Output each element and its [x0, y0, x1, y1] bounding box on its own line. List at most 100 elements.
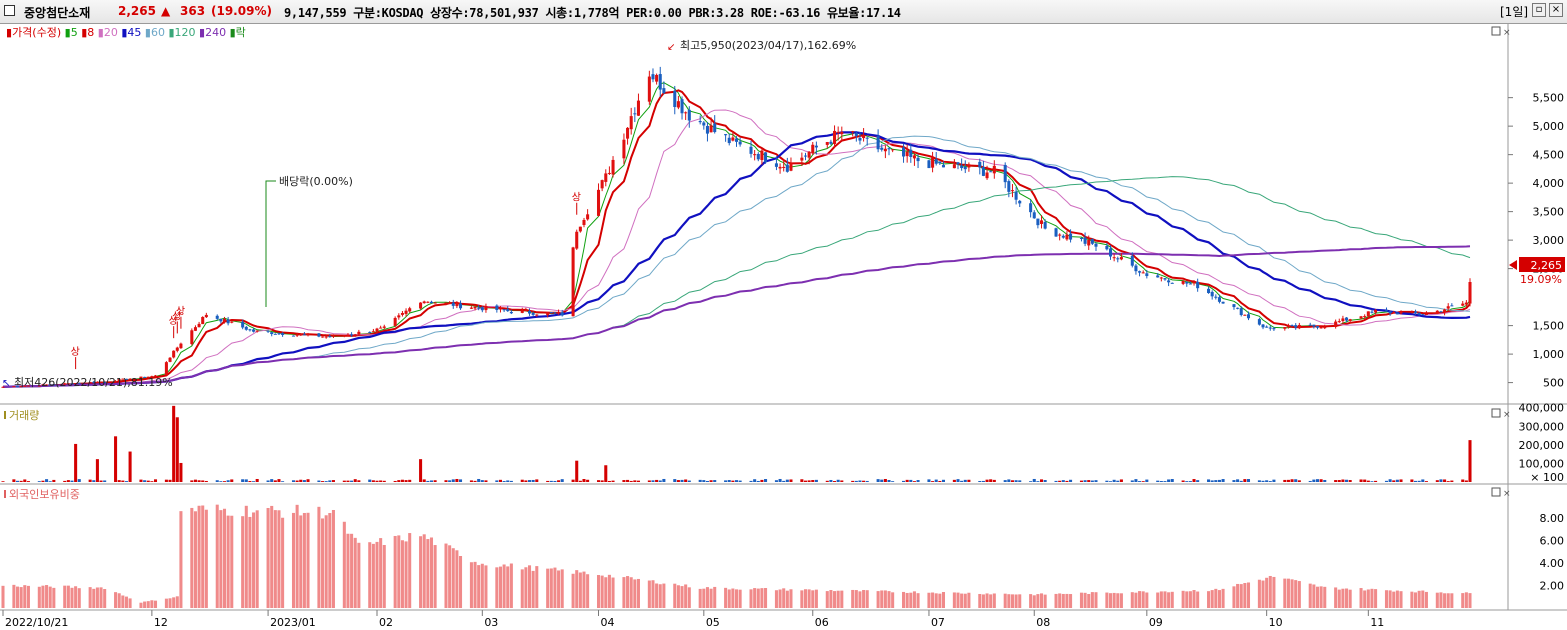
foreign-bar: [1236, 583, 1240, 608]
candle-body: [433, 302, 437, 304]
volume-bar: [789, 479, 793, 482]
foreign-bar: [535, 566, 539, 608]
candle-body: [153, 375, 158, 377]
candle-body: [193, 327, 197, 331]
foreign-bar: [37, 586, 41, 608]
volume-bar: [764, 479, 768, 482]
foreign-bar: [753, 588, 757, 608]
volume-bar: [270, 479, 274, 482]
foreign-bar: [854, 590, 858, 608]
low-arrow-icon: ↖: [2, 378, 10, 389]
candle-body: [368, 331, 372, 333]
foreign-bar: [1112, 592, 1116, 608]
x-tick-label: 04: [601, 616, 615, 629]
foreign-bar: [302, 512, 306, 608]
panel-close-icon[interactable]: ×: [1503, 489, 1511, 499]
foreign-bar: [800, 590, 804, 608]
volume-bar: [172, 405, 176, 482]
period-selector[interactable]: [1일]: [1500, 5, 1529, 19]
volume-bar: [865, 480, 869, 482]
foreign-bar: [1170, 591, 1174, 608]
foreign-bar: [16, 586, 20, 608]
high-annotation: 최고5,950(2023/04/17),162.69%: [680, 39, 856, 52]
foreign-bar: [1439, 592, 1443, 608]
foreign-bar: [811, 590, 815, 608]
candle-body: [302, 334, 306, 336]
foreign-bar: [473, 561, 477, 608]
foreign-bar: [88, 587, 92, 608]
volume-bar: [647, 480, 651, 482]
candle-body: [546, 312, 550, 316]
foreign-bar: [153, 600, 158, 608]
foreign-bar: [26, 585, 30, 608]
foreign-bar: [1138, 591, 1142, 608]
restore-button[interactable]: ▫: [1532, 3, 1546, 17]
foreign-bar: [1069, 594, 1073, 608]
volume-bar: [633, 480, 637, 482]
volume-bar: [684, 479, 688, 482]
volume-bar: [1257, 480, 1261, 482]
volume-bar: [1337, 480, 1341, 482]
foreign-bar: [756, 588, 760, 608]
candle-body: [927, 160, 931, 169]
volume-bar: [1345, 479, 1349, 482]
volume-bar: [862, 480, 866, 482]
candle-body: [647, 76, 651, 102]
foreign-bar: [934, 593, 938, 608]
foreign-bar: [419, 536, 423, 608]
candle-body: [1421, 314, 1425, 316]
upper-limit-label: 상: [172, 310, 181, 322]
foreign-bar: [1043, 594, 1047, 608]
volume-bar: [527, 480, 532, 482]
candle-body: [571, 247, 575, 317]
candle-body: [219, 318, 223, 322]
panel-close-icon[interactable]: ×: [1503, 410, 1511, 420]
volume-bar: [578, 480, 582, 482]
candle-body: [1083, 237, 1087, 244]
panel-restore-icon[interactable]: [1491, 26, 1501, 36]
volume-bar: [350, 480, 354, 482]
candle-body: [495, 305, 499, 310]
candle-body: [629, 116, 633, 130]
volume-bar: [992, 479, 996, 482]
candle-body: [709, 125, 713, 133]
volume-bar: [408, 479, 412, 482]
candle-body: [1395, 312, 1399, 315]
foreign-bar: [190, 507, 194, 608]
volume-bar: [600, 480, 604, 482]
price-tick-label: 1,000: [1533, 348, 1565, 361]
volume-bar: [117, 480, 121, 482]
panel-restore-icon[interactable]: [1491, 408, 1501, 418]
candle-body: [1105, 245, 1109, 250]
volume-bar: [1116, 480, 1120, 482]
candle-body: [1370, 311, 1374, 313]
volume-bar: [99, 480, 103, 482]
foreign-bar: [1054, 593, 1058, 608]
volume-bar: [103, 480, 107, 482]
volume-bar: [952, 479, 956, 482]
foreign-bar: [1392, 591, 1396, 608]
volume-bar: [215, 480, 219, 482]
candle-body: [1207, 288, 1211, 294]
foreign-bar: [1214, 588, 1218, 608]
candle-body: [1196, 281, 1200, 289]
volume-bar: [222, 481, 227, 482]
panel-restore-icon[interactable]: [1491, 487, 1501, 497]
panel-close-icon[interactable]: ×: [1503, 28, 1511, 38]
candle-body: [1443, 309, 1447, 313]
candle-body: [480, 307, 484, 311]
candle-body: [705, 125, 709, 134]
candle-body: [586, 214, 590, 220]
volume-bar: [1414, 480, 1418, 482]
foreign-bar: [1257, 579, 1261, 608]
candle-body: [854, 133, 858, 136]
candle-body: [1384, 310, 1389, 312]
volume-bar: [342, 480, 346, 482]
select-checkbox[interactable]: [4, 5, 15, 16]
close-button[interactable]: ×: [1549, 3, 1563, 17]
foreign-bar: [629, 577, 633, 608]
foreign-bar: [477, 565, 481, 608]
volume-bar: [502, 481, 506, 482]
candle-body: [172, 350, 176, 358]
volume-bar: [273, 480, 277, 482]
